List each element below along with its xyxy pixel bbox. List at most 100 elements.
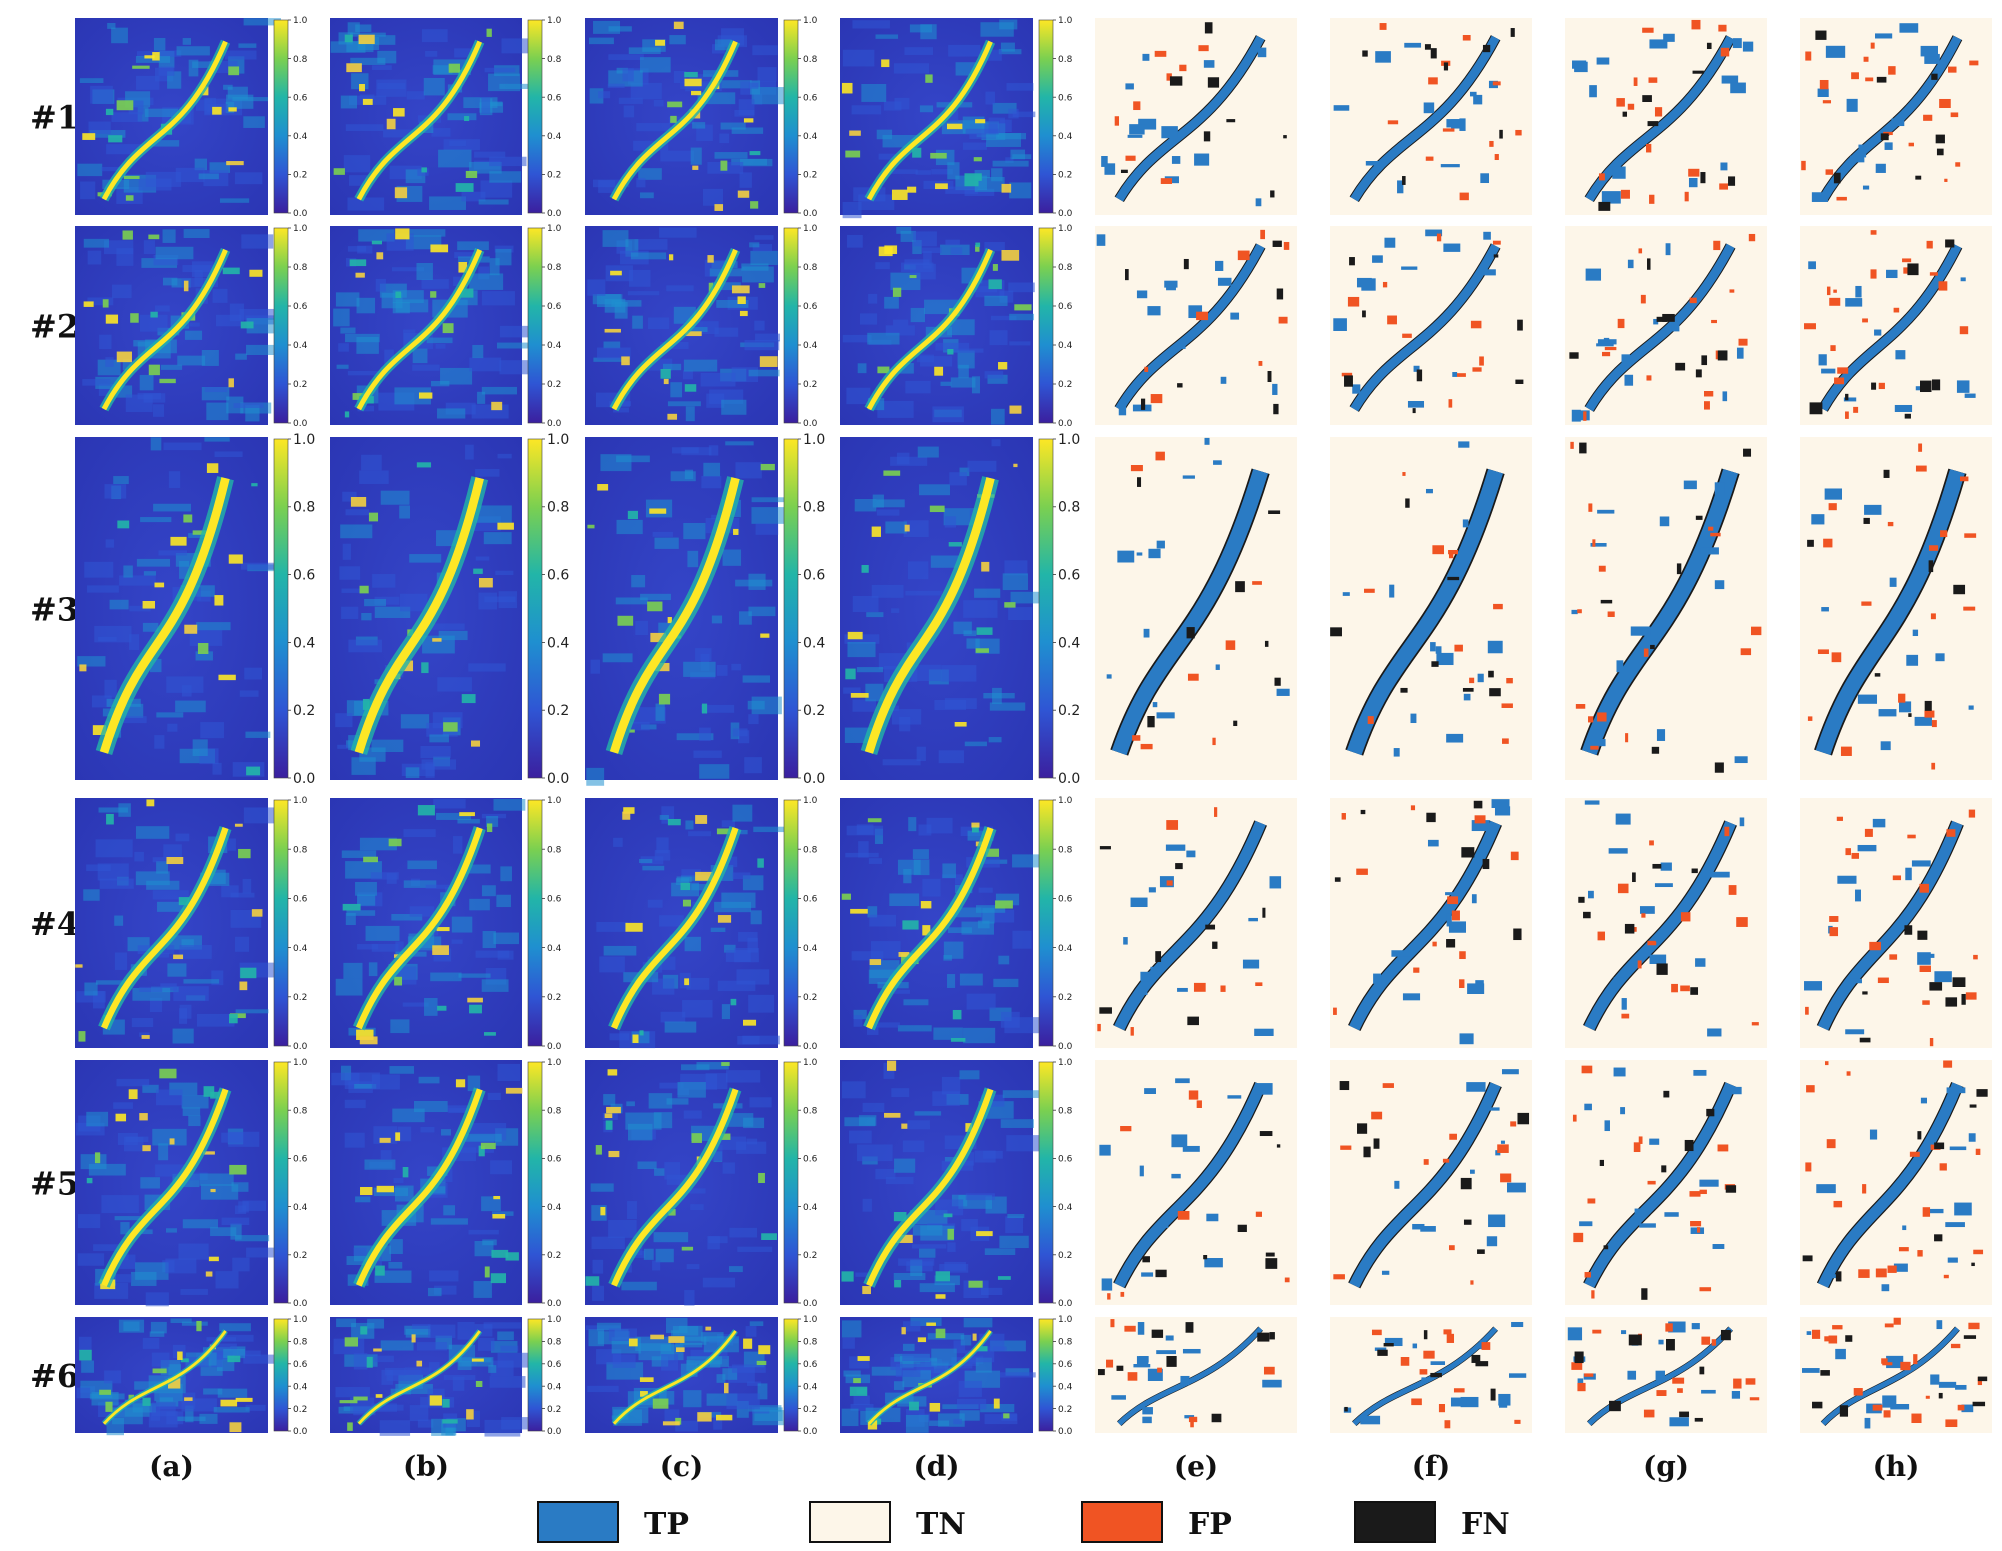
- colorbar-tick: 1.0: [1058, 16, 1073, 26]
- classification-map: [1565, 437, 1767, 780]
- colorbar-tick: 1.0: [1058, 796, 1073, 806]
- colorbar: 0.0 0.2 0.4 0.6 0.8 1.0: [1038, 224, 1073, 429]
- probability-map: [330, 798, 526, 1048]
- column-label: (b): [403, 1450, 449, 1483]
- column-label: (g): [1643, 1450, 1689, 1483]
- colorbar-tick: 0.2: [547, 380, 561, 390]
- classification-map: [1330, 226, 1532, 425]
- row-labels: #1 #2 #3 #4 #5 #6: [30, 99, 79, 1396]
- legend-item-tp: TP: [537, 1501, 689, 1543]
- colorbar-tick: 0.6: [1058, 895, 1073, 905]
- colorbar: 0.0 0.2 0.4 0.6 0.8 1.0: [1038, 1058, 1073, 1309]
- colorbar-tick: 0.4: [1058, 1382, 1073, 1392]
- colorbar-tick: 0.4: [1058, 132, 1073, 142]
- colorbar-tick: 0.2: [1058, 1405, 1072, 1415]
- colorbar-tick: 0.0: [293, 771, 315, 787]
- column-label: (f): [1412, 1450, 1451, 1483]
- colorbar-tick: 1.0: [803, 1058, 818, 1068]
- colorbar: 0.0 0.2 0.4 0.6 0.8 1.0: [273, 1315, 308, 1437]
- colorbar-tick: 0.4: [803, 1203, 818, 1213]
- colorbar-tick: 0.4: [803, 635, 825, 651]
- legend-item-tn: TN: [809, 1501, 966, 1543]
- colorbar-tick: 0.2: [293, 380, 307, 390]
- colorbar-tick: 0.2: [293, 1405, 307, 1415]
- colorbar-tick: 0.4: [547, 1203, 562, 1213]
- colorbar-tick: 0.6: [1058, 302, 1073, 312]
- colorbar-tick: 0.4: [293, 635, 315, 651]
- probability-map: [840, 226, 1035, 425]
- colorbar-tick: 0.0: [803, 1299, 818, 1309]
- colorbar-tick: 1.0: [547, 16, 562, 26]
- colorbar: 0.0 0.2 0.4 0.6 0.8 1.0: [783, 796, 818, 1052]
- colorbar-tick: 0.0: [293, 1299, 308, 1309]
- colorbar-tick: 0.6: [803, 895, 818, 905]
- colorbar-tick: 1.0: [803, 224, 818, 234]
- classification-map: [1800, 437, 1992, 780]
- colorbar-tick: 1.0: [1058, 1058, 1073, 1068]
- colorbar-tick: 0.6: [803, 1360, 818, 1370]
- colorbar-tick: 0.8: [293, 845, 308, 855]
- colorbar: 0.0 0.2 0.4 0.6 0.8 1.0: [783, 1315, 818, 1437]
- colorbar-tick: 0.8: [803, 845, 818, 855]
- probability-map: [75, 437, 285, 780]
- classification-map: [1095, 226, 1297, 425]
- colorbar-tick: 0.6: [803, 302, 818, 312]
- legend-item-fp: FP: [1081, 1501, 1232, 1543]
- colorbar-tick: 1.0: [547, 796, 562, 806]
- column-label: (h): [1873, 1450, 1920, 1483]
- colorbar-tick: 0.0: [293, 1042, 308, 1052]
- classification-map: [1330, 1317, 1532, 1433]
- colorbar-tick: 0.8: [803, 500, 825, 516]
- colorbar-tick: 0.0: [1058, 771, 1080, 787]
- colorbar: 0.0 0.2 0.4 0.6 0.8 1.0: [783, 224, 818, 429]
- classification-map: [1095, 437, 1297, 780]
- legend-label: TP: [644, 1507, 689, 1542]
- row-label: #5: [30, 1165, 79, 1203]
- colorbar-tick: 0.6: [293, 93, 308, 103]
- row-label: #4: [30, 905, 79, 943]
- colorbar-tick: 0.4: [547, 635, 569, 651]
- colorbar-tick: 0.2: [803, 1251, 817, 1261]
- colorbar-tick: 0.6: [803, 93, 818, 103]
- colorbar-tick: 0.0: [1058, 209, 1073, 219]
- legend: TP TN FP FN: [537, 1501, 1510, 1543]
- colorbar-tick: 0.8: [293, 55, 308, 65]
- colorbar-tick: 0.2: [1058, 1251, 1072, 1261]
- colorbar-tick: 0.6: [547, 93, 562, 103]
- legend-label: TN: [916, 1507, 966, 1542]
- colorbar-tick: 0.8: [293, 1106, 308, 1116]
- colorbar-tick: 0.6: [803, 568, 825, 584]
- colorbar-tick: 1.0: [803, 1315, 818, 1325]
- probability-map: [75, 1060, 278, 1307]
- colorbar-tick: 0.8: [547, 1338, 562, 1348]
- column-label: (c): [660, 1450, 704, 1483]
- column-labels: (a) (b) (c) (d) (e) (f) (g) (h): [149, 1450, 1919, 1483]
- row-label: #3: [30, 591, 79, 629]
- probability-map: [585, 437, 786, 786]
- colorbar-tick: 0.0: [547, 419, 562, 429]
- colorbar-tick: 0.4: [803, 944, 818, 954]
- colorbar-tick: 0.4: [1058, 1203, 1073, 1213]
- classification-map: [1330, 1060, 1532, 1305]
- colorbar-tick: 0.2: [1058, 380, 1072, 390]
- colorbar: 0.0 0.2 0.4 0.6 0.8 1.0: [527, 224, 562, 429]
- colorbar-tick: 0.6: [293, 302, 308, 312]
- colorbar-tick: 0.8: [547, 263, 562, 273]
- colorbar-tick: 0.4: [803, 132, 818, 142]
- colorbar-tick: 0.0: [547, 209, 562, 219]
- colorbar-tick: 0.4: [803, 1382, 818, 1392]
- legend-item-fn: FN: [1354, 1501, 1510, 1543]
- colorbar-tick: 0.6: [293, 568, 315, 584]
- colorbar-tick: 0.4: [1058, 341, 1073, 351]
- colorbar: 0.0 0.2 0.4 0.6 0.8 1.0: [273, 796, 308, 1052]
- colorbar-tick: 0.2: [293, 1251, 307, 1261]
- colorbar-tick: 0.0: [803, 419, 818, 429]
- colorbar-tick: 0.4: [293, 944, 308, 954]
- panels-grid: 0.00.20.40.60.81.00.00.20.40.60.81.00.00…: [75, 16, 1992, 1437]
- colorbar-tick: 0.2: [547, 703, 569, 719]
- colorbar: 0.0 0.2 0.4 0.6 0.8 1.0: [273, 224, 308, 429]
- colorbar: 0.0 0.2 0.4 0.6 0.8 1.0: [527, 796, 562, 1052]
- legend-label: FN: [1461, 1507, 1510, 1542]
- colorbar: 0.0 0.2 0.4 0.6 0.8 1.0: [527, 432, 569, 787]
